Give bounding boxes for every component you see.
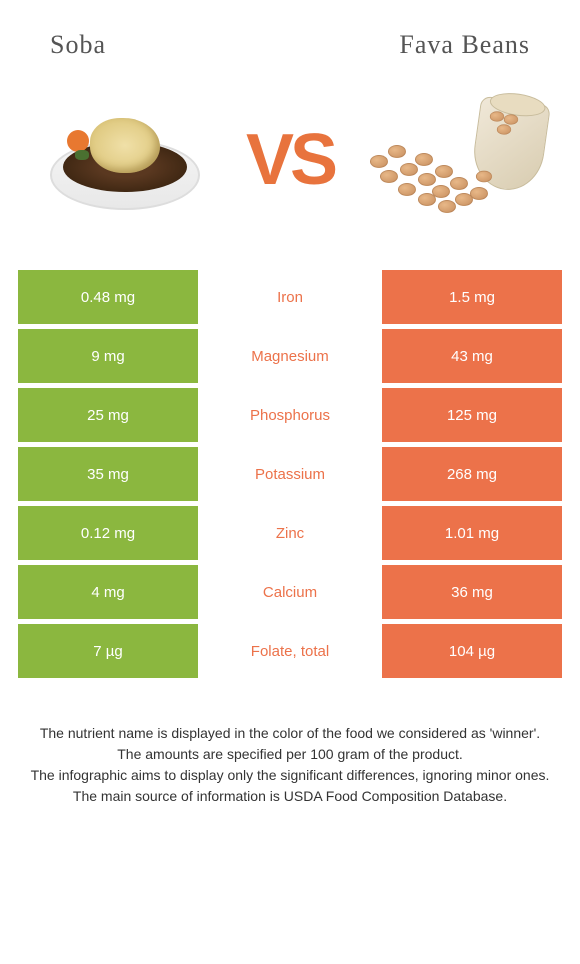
header: Soba Fava beans (0, 0, 580, 70)
left-value-cell: 25 mg (18, 388, 198, 442)
left-value-cell: 0.48 mg (18, 270, 198, 324)
left-value-cell: 7 µg (18, 624, 198, 678)
right-food-image (360, 85, 550, 235)
nutrient-name-cell: Calcium (198, 565, 382, 619)
nutrient-table: 0.48 mgIron1.5 mg9 mgMagnesium43 mg25 mg… (0, 270, 580, 678)
nutrient-row: 0.48 mgIron1.5 mg (18, 270, 562, 324)
footer-line: The infographic aims to display only the… (30, 765, 550, 786)
nutrient-row: 4 mgCalcium36 mg (18, 565, 562, 619)
right-value-cell: 1.01 mg (382, 506, 562, 560)
nutrient-name-cell: Phosphorus (198, 388, 382, 442)
nutrient-name-cell: Potassium (198, 447, 382, 501)
right-value-cell: 43 mg (382, 329, 562, 383)
nutrient-row: 9 mgMagnesium43 mg (18, 329, 562, 383)
footer-notes: The nutrient name is displayed in the co… (0, 683, 580, 807)
right-value-cell: 1.5 mg (382, 270, 562, 324)
footer-line: The amounts are specified per 100 gram o… (30, 744, 550, 765)
left-food-title: Soba (50, 30, 106, 60)
right-value-cell: 268 mg (382, 447, 562, 501)
left-value-cell: 0.12 mg (18, 506, 198, 560)
right-value-cell: 125 mg (382, 388, 562, 442)
fava-beans-icon (360, 95, 550, 225)
left-value-cell: 35 mg (18, 447, 198, 501)
nutrient-row: 35 mgPotassium268 mg (18, 447, 562, 501)
images-row: VS (0, 70, 580, 270)
left-value-cell: 9 mg (18, 329, 198, 383)
nutrient-name-cell: Iron (198, 270, 382, 324)
nutrient-name-cell: Magnesium (198, 329, 382, 383)
nutrient-row: 0.12 mgZinc1.01 mg (18, 506, 562, 560)
footer-line: The main source of information is USDA F… (30, 786, 550, 807)
soba-bowl-icon (45, 100, 205, 220)
right-value-cell: 36 mg (382, 565, 562, 619)
footer-line: The nutrient name is displayed in the co… (30, 723, 550, 744)
left-food-image (30, 85, 220, 235)
nutrient-row: 25 mgPhosphorus125 mg (18, 388, 562, 442)
nutrient-name-cell: Zinc (198, 506, 382, 560)
nutrient-row: 7 µgFolate, total104 µg (18, 624, 562, 678)
left-value-cell: 4 mg (18, 565, 198, 619)
right-food-title: Fava beans (399, 30, 530, 60)
right-value-cell: 104 µg (382, 624, 562, 678)
vs-label: VS (246, 119, 334, 201)
nutrient-name-cell: Folate, total (198, 624, 382, 678)
